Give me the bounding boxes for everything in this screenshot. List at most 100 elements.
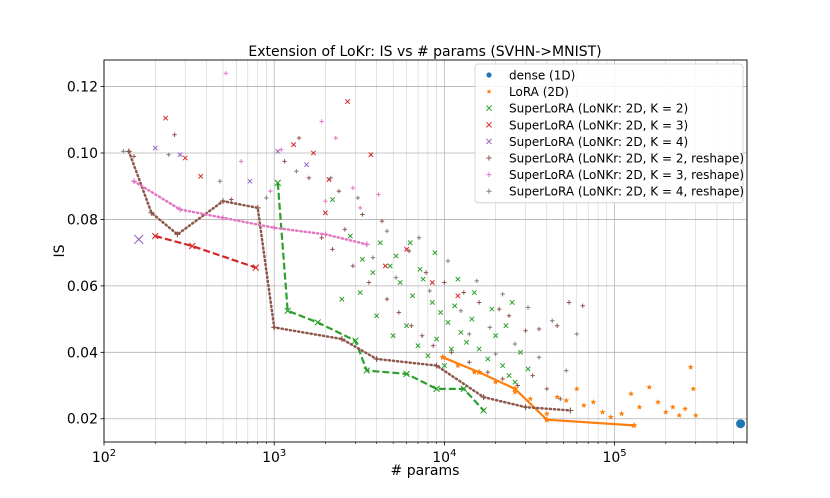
data-point xyxy=(471,369,478,375)
data-point xyxy=(567,407,574,414)
data-point xyxy=(304,162,310,168)
data-point xyxy=(475,368,483,376)
data-point xyxy=(223,71,229,76)
data-point xyxy=(485,356,491,362)
data-point xyxy=(133,234,144,245)
x-tick-label: 102 xyxy=(92,448,116,466)
data-point xyxy=(384,296,390,302)
data-point xyxy=(429,280,435,286)
data-point xyxy=(121,149,126,154)
y-tick-label: 0.06 xyxy=(67,279,98,295)
data-point xyxy=(403,370,410,378)
data-point xyxy=(506,373,512,379)
data-point xyxy=(284,307,292,315)
data-point xyxy=(517,349,524,355)
data-point xyxy=(350,263,356,269)
data-point xyxy=(558,396,563,402)
data-point xyxy=(544,386,550,392)
data-point xyxy=(339,296,345,302)
data-point xyxy=(512,341,518,347)
chart-title: Extension of LoKr: IS vs # params (SVHN-… xyxy=(248,44,601,60)
data-point xyxy=(188,242,196,250)
data-point xyxy=(460,385,468,393)
data-point xyxy=(523,328,528,333)
data-point xyxy=(543,416,551,423)
data-point xyxy=(294,169,299,174)
data-point xyxy=(630,421,638,429)
data-point xyxy=(493,351,498,357)
data-point xyxy=(530,373,535,378)
data-point xyxy=(439,353,447,361)
data-point xyxy=(449,350,454,355)
data-point xyxy=(247,178,253,184)
data-point xyxy=(360,212,365,217)
data-point xyxy=(469,316,475,322)
data-point xyxy=(163,115,169,121)
data-point xyxy=(480,394,487,401)
data-point xyxy=(329,196,336,203)
data-point xyxy=(322,231,329,238)
data-point xyxy=(338,336,345,343)
data-point xyxy=(564,368,569,373)
data-point xyxy=(423,270,429,275)
data-point xyxy=(448,346,454,352)
data-point xyxy=(415,343,421,349)
data-point xyxy=(692,412,699,418)
data-point xyxy=(566,300,572,305)
data-point xyxy=(291,142,297,148)
data-point xyxy=(252,264,260,271)
data-point xyxy=(636,404,643,410)
data-point xyxy=(182,155,188,161)
legend-label: SuperLoRA (LoNKr: 2D, K = 3, reshape) xyxy=(509,168,744,182)
legend-box xyxy=(474,63,744,204)
data-point xyxy=(416,235,422,240)
data-point xyxy=(363,241,370,248)
legend-marker xyxy=(486,138,492,145)
data-point xyxy=(506,313,512,318)
data-point xyxy=(458,329,464,335)
data-point xyxy=(445,319,451,325)
data-point xyxy=(417,266,423,272)
data-point xyxy=(319,119,324,124)
legend-marker xyxy=(486,188,492,194)
data-point xyxy=(471,289,477,296)
data-point xyxy=(350,185,356,191)
data-point xyxy=(682,405,689,412)
data-point xyxy=(172,132,177,137)
data-point xyxy=(219,198,226,205)
legend-label: SuperLoRA (LoNKr: 2D, K = 3) xyxy=(509,118,688,132)
data-point xyxy=(397,280,403,286)
data-point xyxy=(368,152,374,158)
data-point xyxy=(511,385,519,392)
data-point xyxy=(396,310,402,315)
data-point xyxy=(393,275,399,280)
data-point xyxy=(669,404,676,410)
data-point xyxy=(522,404,529,411)
data-point xyxy=(322,210,328,216)
data-point xyxy=(404,323,410,329)
data-point xyxy=(536,326,542,332)
legend-label: SuperLoRA (LoNKr: 2D, K = 2) xyxy=(509,102,688,116)
x-tick-label: 105 xyxy=(602,448,626,466)
data-point xyxy=(467,331,472,337)
data-point xyxy=(628,390,634,397)
data-point xyxy=(543,410,550,417)
data-point xyxy=(461,290,466,295)
legend-label: dense (1D) xyxy=(509,69,575,83)
data-point xyxy=(279,147,284,152)
data-point xyxy=(363,367,371,374)
data-point xyxy=(690,385,697,392)
data-point xyxy=(554,394,561,400)
data-point xyxy=(382,263,388,269)
legend-label: SuperLoRA (LoNKr: 2D, K = 4, reshape) xyxy=(509,185,744,199)
data-points xyxy=(121,71,746,429)
data-point xyxy=(366,280,372,285)
frontier-line xyxy=(154,234,257,269)
data-point xyxy=(618,410,625,417)
data-point xyxy=(492,379,499,385)
data-point xyxy=(434,336,440,342)
data-point xyxy=(355,195,361,201)
data-point xyxy=(500,376,505,382)
data-point xyxy=(527,395,534,402)
data-point xyxy=(515,383,520,388)
